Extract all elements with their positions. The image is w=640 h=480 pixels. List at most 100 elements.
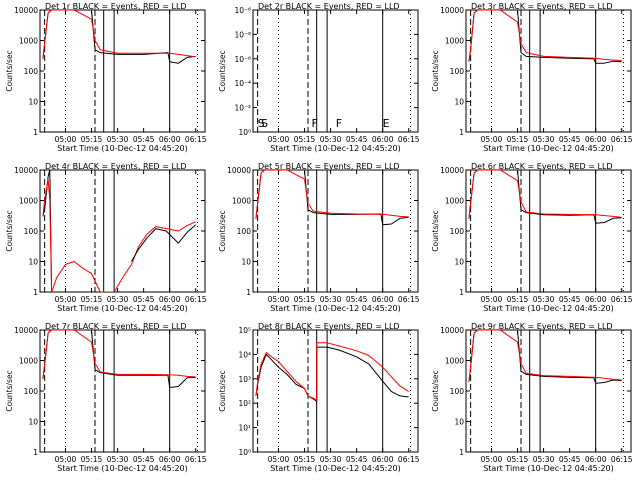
chart-panel-7: Det 7r BLACK = Events, RED = LLD 1 10 100 10… [5, 322, 207, 473]
x-tick-label: 05:00 [481, 135, 503, 144]
x-tick-label: 06:00 [585, 135, 607, 144]
x-tick-label: 05:15 [294, 295, 316, 304]
y-tick-label: 10⁻² [234, 104, 251, 113]
y-tick-label: 1 [33, 448, 38, 457]
y-tick-label: 10⁻⁴ [234, 79, 251, 88]
x-tick-label: 06:00 [372, 135, 394, 144]
y-tick-label: 1000 [445, 197, 464, 206]
x-tick-label: 06:00 [159, 295, 181, 304]
y-tick-label: 1000 [232, 197, 251, 206]
y-axis-label: Counts/sec [431, 210, 440, 251]
x-tick-label: 06:00 [585, 295, 607, 304]
events-series-line [255, 346, 409, 402]
x-tick-label: 06:15 [185, 135, 207, 144]
lld-series-line [468, 10, 622, 62]
chart-title: Det 8r BLACK = Events, RED = LLD [258, 322, 400, 331]
y-tick-label: 100 [450, 227, 465, 236]
x-tick-label: 05:45 [346, 135, 368, 144]
y-axis-label: Counts/sec [5, 210, 14, 251]
x-tick-label: 05:45 [346, 455, 368, 464]
y-tick-label: 1000 [445, 357, 464, 366]
x-tick-label: 06:00 [585, 455, 607, 464]
x-axis-label: Start Time (10-Dec-12 04:45:20) [57, 304, 188, 313]
x-tick-label: 05:30 [533, 455, 555, 464]
plot-frame [252, 169, 419, 293]
x-tick-label: 06:00 [159, 135, 181, 144]
chart-panel-6: Det 6r BLACK = Events, RED = LLD 1 10 100 10… [431, 162, 633, 313]
y-tick-label: 10000 [14, 166, 38, 175]
x-tick-label: 05:15 [507, 295, 529, 304]
x-tick-label: 06:15 [398, 455, 420, 464]
x-axis-label: Start Time (10-Dec-12 04:45:20) [270, 464, 401, 473]
lld-series-line [468, 170, 622, 219]
y-tick-label: 100 [24, 67, 39, 76]
chart-title: Det 7r BLACK = Events, RED = LLD [45, 322, 187, 331]
events-series-line [131, 224, 197, 262]
y-tick-label: 10000 [14, 6, 38, 15]
y-axis-label: Counts/sec [431, 370, 440, 411]
event-marker: F [311, 117, 317, 130]
y-tick-label: 10 [454, 258, 464, 267]
events-series-line [42, 10, 196, 64]
x-tick-label: 05:45 [559, 135, 581, 144]
y-tick-label: 1000 [19, 37, 38, 46]
plot-frame [252, 329, 419, 453]
x-tick-label: 06:15 [611, 135, 633, 144]
x-axis-label: Start Time (10-Dec-12 04:45:20) [57, 144, 188, 153]
x-tick-label: 05:30 [320, 135, 342, 144]
y-tick-label: 10¹ [238, 424, 251, 433]
x-tick-label: 05:15 [294, 455, 316, 464]
y-tick-label: 10 [28, 418, 38, 427]
y-tick-label: 1 [33, 288, 38, 297]
y-axis-label: Counts/sec [5, 370, 14, 411]
x-tick-label: 05:30 [320, 295, 342, 304]
plot-frame [39, 9, 206, 133]
lld-series-line [42, 10, 196, 59]
x-tick-label: 05:00 [481, 295, 503, 304]
chart-panel-9: Det 9r BLACK = Events, RED = LLD 1 10 100 10… [431, 322, 633, 473]
x-tick-label: 05:45 [133, 455, 155, 464]
y-axis-label: Counts/sec [218, 370, 227, 411]
x-tick-label: 05:00 [481, 455, 503, 464]
y-tick-label: 10000 [227, 166, 251, 175]
chart-panel-4: Det 4r BLACK = Events, RED = LLD 1 10 100 10… [5, 162, 207, 313]
x-tick-label: 06:15 [185, 295, 207, 304]
y-tick-label: 10 [241, 258, 251, 267]
y-tick-label: 10⁰ [238, 448, 251, 457]
y-tick-label: 10 [454, 418, 464, 427]
y-tick-label: 10000 [14, 326, 38, 335]
lld-series-line [468, 330, 622, 382]
x-tick-label: 06:00 [372, 295, 394, 304]
y-tick-label: 1 [459, 288, 464, 297]
x-tick-label: 06:15 [611, 455, 633, 464]
x-tick-label: 05:00 [55, 455, 77, 464]
chart-title: Det 5r BLACK = Events, RED = LLD [258, 162, 400, 171]
chart-panel-2: Det 2r BLACK = Events, RED = LLD 10⁰ 10⁻² 1… [218, 2, 420, 153]
y-tick-label: 10⁻⁶ [234, 6, 251, 15]
y-tick-label: 1000 [19, 357, 38, 366]
plot-frame [39, 169, 206, 293]
x-tick-label: 05:15 [507, 135, 529, 144]
chart-title: Det 2r BLACK = Events, RED = LLD [258, 2, 400, 11]
y-axis-label: Counts/sec [431, 50, 440, 91]
y-tick-label: 10³ [238, 375, 251, 384]
chart-title: Det 3r BLACK = Events, RED = LLD [471, 2, 613, 11]
x-tick-label: 05:30 [107, 135, 129, 144]
event-marker: S [258, 117, 265, 130]
chart-title: Det 4r BLACK = Events, RED = LLD [45, 162, 187, 171]
x-tick-label: 05:45 [559, 455, 581, 464]
y-tick-label: 10000 [440, 6, 464, 15]
y-tick-label: 10 [28, 258, 38, 267]
y-tick-label: 10 [28, 98, 38, 107]
y-tick-label: 10² [238, 399, 251, 408]
x-tick-label: 05:45 [133, 295, 155, 304]
x-tick-label: 05:30 [107, 455, 129, 464]
y-tick-label: 10⁰ [238, 128, 251, 137]
y-axis-label: Counts/sec [5, 50, 14, 91]
chart-panel-8: Det 8r BLACK = Events, RED = LLD 10⁰ 10¹ 10… [218, 322, 420, 473]
y-tick-label: 10000 [440, 166, 464, 175]
plot-frame [465, 169, 632, 293]
x-axis-label: Start Time (10-Dec-12 04:45:20) [483, 464, 614, 473]
x-tick-label: 06:15 [398, 295, 420, 304]
x-tick-label: 05:15 [507, 455, 529, 464]
